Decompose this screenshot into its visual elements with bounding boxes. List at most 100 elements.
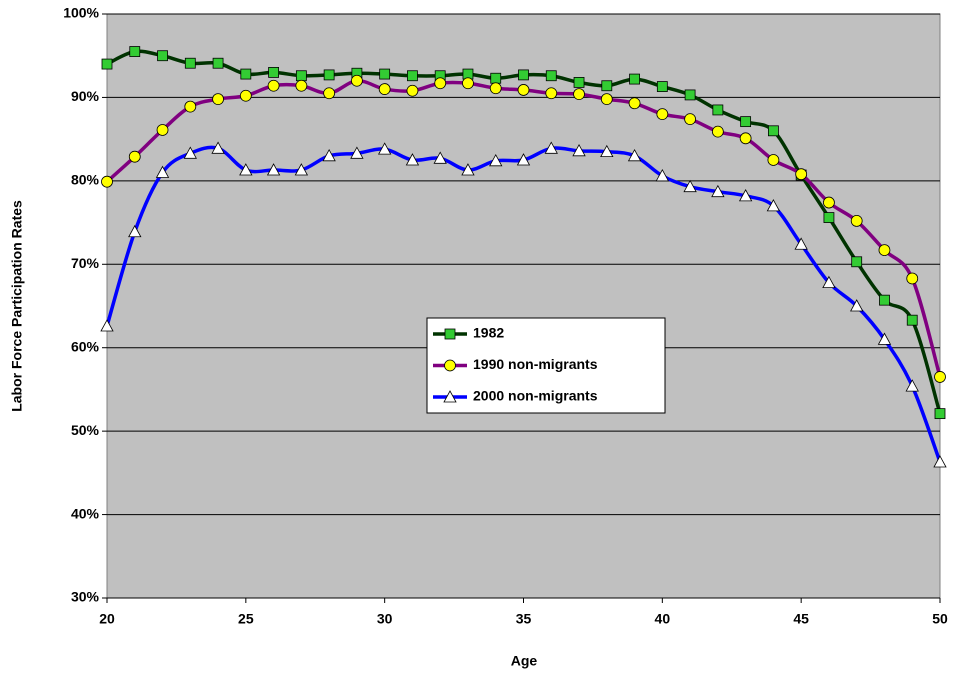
marker xyxy=(823,196,835,209)
marker xyxy=(350,146,364,159)
x-tick-label: 50 xyxy=(932,611,948,627)
marker xyxy=(740,116,752,128)
marker xyxy=(444,328,456,340)
marker xyxy=(489,82,502,95)
marker xyxy=(157,50,168,62)
marker xyxy=(795,168,808,181)
marker xyxy=(433,151,447,164)
marker xyxy=(794,237,808,250)
marker xyxy=(266,163,281,176)
marker xyxy=(934,371,946,383)
legend-label: 1990 non-migrants xyxy=(473,356,598,372)
y-tick-label: 70% xyxy=(71,255,100,271)
marker xyxy=(407,70,418,82)
marker xyxy=(240,68,252,80)
marker xyxy=(822,275,836,289)
marker xyxy=(879,294,890,306)
marker xyxy=(684,89,696,101)
marker xyxy=(517,84,530,96)
x-tick-label: 45 xyxy=(793,611,809,627)
y-axis-label: Labor Force Participation Rates xyxy=(9,200,25,412)
x-tick-label: 30 xyxy=(377,611,393,627)
y-tick-label: 100% xyxy=(63,5,99,21)
marker xyxy=(850,299,864,312)
marker xyxy=(100,319,114,332)
marker xyxy=(600,93,613,105)
marker xyxy=(627,148,642,162)
marker xyxy=(767,154,780,166)
marker xyxy=(738,189,753,202)
marker xyxy=(211,141,225,154)
x-axis-label: Age xyxy=(511,653,538,669)
marker xyxy=(768,125,779,137)
marker xyxy=(462,77,474,90)
x-tick-label: 35 xyxy=(516,611,532,627)
marker xyxy=(323,69,335,81)
marker xyxy=(444,359,456,372)
y-tick-label: 80% xyxy=(71,172,100,188)
legend: 1982 1990 non-migrants 2000 non-migrants xyxy=(426,317,666,414)
marker xyxy=(379,68,391,80)
marker xyxy=(322,148,336,162)
marker xyxy=(461,163,475,176)
marker xyxy=(184,100,197,113)
marker xyxy=(545,70,557,82)
marker xyxy=(405,153,420,166)
x-tick-label: 40 xyxy=(655,611,671,627)
y-tick-label: 90% xyxy=(71,88,100,104)
marker xyxy=(268,67,280,78)
x-tick-label: 25 xyxy=(238,611,254,627)
marker xyxy=(683,179,697,193)
marker xyxy=(823,212,835,223)
y-tick-label: 30% xyxy=(71,589,100,605)
plot-area xyxy=(106,13,941,599)
marker xyxy=(183,146,197,159)
marker xyxy=(101,58,113,70)
marker xyxy=(156,124,169,136)
y-tick-label: 50% xyxy=(71,422,100,438)
marker xyxy=(184,57,196,69)
marker xyxy=(906,272,919,285)
marker xyxy=(906,314,918,326)
marker xyxy=(128,224,142,238)
marker xyxy=(155,165,170,178)
y-tick-label: 60% xyxy=(71,338,100,354)
marker xyxy=(239,163,253,176)
marker xyxy=(378,83,391,95)
marker xyxy=(101,175,113,188)
marker xyxy=(323,87,336,100)
legend-label: 1982 xyxy=(473,325,504,341)
marker xyxy=(212,93,224,105)
legend-label: 2000 non-migrants xyxy=(473,388,598,404)
marker xyxy=(545,87,558,100)
marker xyxy=(712,104,724,116)
marker xyxy=(573,88,585,100)
marker xyxy=(267,79,280,92)
marker xyxy=(129,46,141,57)
marker xyxy=(878,244,891,257)
y-tick-label: 40% xyxy=(71,505,100,521)
marker xyxy=(711,184,725,198)
x-tick-label: 20 xyxy=(99,611,115,627)
marker xyxy=(656,108,669,121)
marker xyxy=(516,153,531,166)
marker xyxy=(239,89,252,102)
marker xyxy=(629,73,640,85)
marker xyxy=(572,143,586,157)
marker xyxy=(295,79,308,92)
marker xyxy=(489,153,503,167)
marker xyxy=(518,69,529,81)
marker xyxy=(212,57,224,69)
marker xyxy=(655,169,670,182)
marker xyxy=(905,379,919,392)
marker xyxy=(851,256,863,268)
marker xyxy=(295,70,307,82)
marker xyxy=(628,97,641,110)
marker xyxy=(377,142,392,155)
marker xyxy=(934,408,946,420)
marker xyxy=(294,163,309,176)
marker xyxy=(600,144,614,158)
marker xyxy=(406,84,419,97)
marker xyxy=(656,81,668,92)
